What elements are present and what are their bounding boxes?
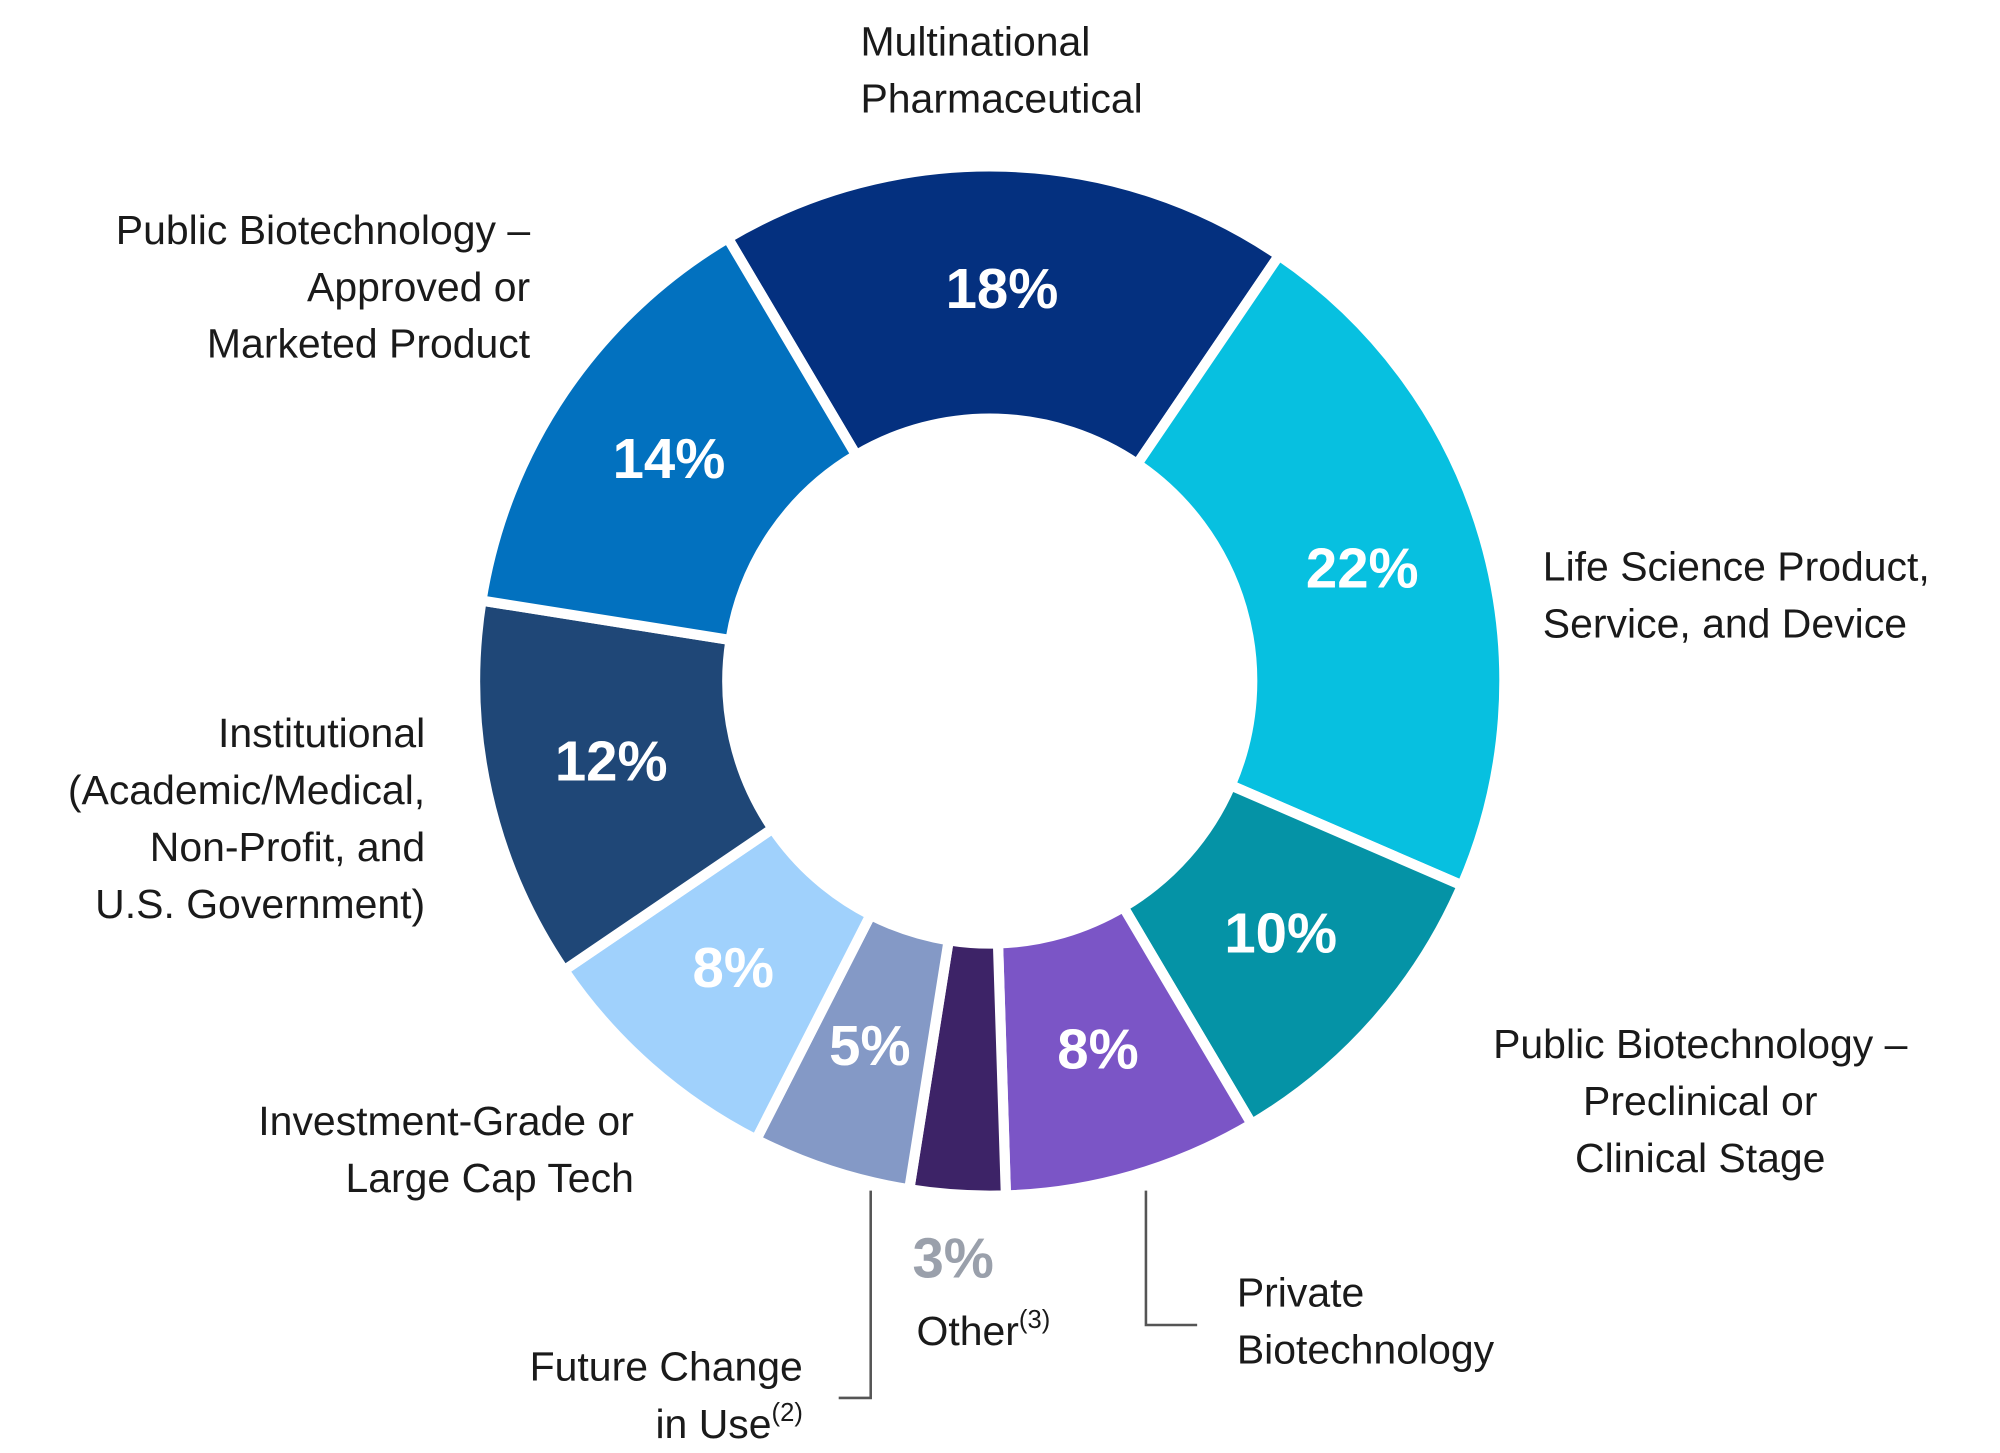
category-label: Private [1237, 1269, 1364, 1315]
donut-slice [1130, 248, 1510, 893]
category-label: Other(3) [916, 1306, 1050, 1354]
category-label: Biotechnology [1237, 1326, 1495, 1372]
category-label: Life Science Product, [1543, 543, 1930, 589]
value-label: 12% [555, 730, 668, 793]
category-label: Marketed Product [207, 321, 531, 367]
leader-line [1144, 1190, 1198, 1327]
category-label: Institutional [218, 710, 425, 756]
category-label: Public Biotechnology – [116, 207, 531, 253]
category-label: in Use(2) [655, 1399, 802, 1447]
value-label: 8% [1057, 1017, 1138, 1080]
category-label: Large Cap Tech [345, 1155, 633, 1201]
category-label: Clinical Stage [1575, 1135, 1825, 1181]
value-label: 5% [829, 1014, 910, 1077]
value-label: 3% [912, 1226, 993, 1289]
category-label: Multinational [860, 19, 1090, 65]
donut-slice [475, 231, 864, 646]
category-label-text: in Use [655, 1401, 771, 1447]
category-label: Public Biotechnology – [1493, 1021, 1908, 1067]
category-label: Future Change [530, 1344, 803, 1390]
leader-line [838, 1190, 872, 1400]
category-label: Investment-Grade or [258, 1098, 634, 1144]
footnote-marker: (2) [772, 1399, 803, 1427]
value-label: 10% [1224, 901, 1337, 964]
category-label: Pharmaceutical [860, 76, 1142, 122]
category-label: Preclinical or [1583, 1078, 1817, 1124]
donut-slice [1116, 778, 1469, 1132]
category-label: Service, and Device [1543, 600, 1907, 646]
value-label: 18% [946, 257, 1059, 320]
value-label: 14% [613, 427, 726, 490]
donut-slice [720, 161, 1287, 472]
value-label: 8% [693, 936, 774, 999]
category-label: U.S. Government) [95, 881, 425, 927]
category-label: Approved or [307, 264, 530, 310]
category-label: (Academic/Medical, [68, 767, 425, 813]
category-label: Non-Profit, and [150, 824, 425, 870]
donut-slice [470, 594, 780, 978]
value-label: 22% [1306, 537, 1419, 600]
footnote-marker: (3) [1019, 1306, 1050, 1334]
category-label-text: Other [916, 1308, 1018, 1354]
